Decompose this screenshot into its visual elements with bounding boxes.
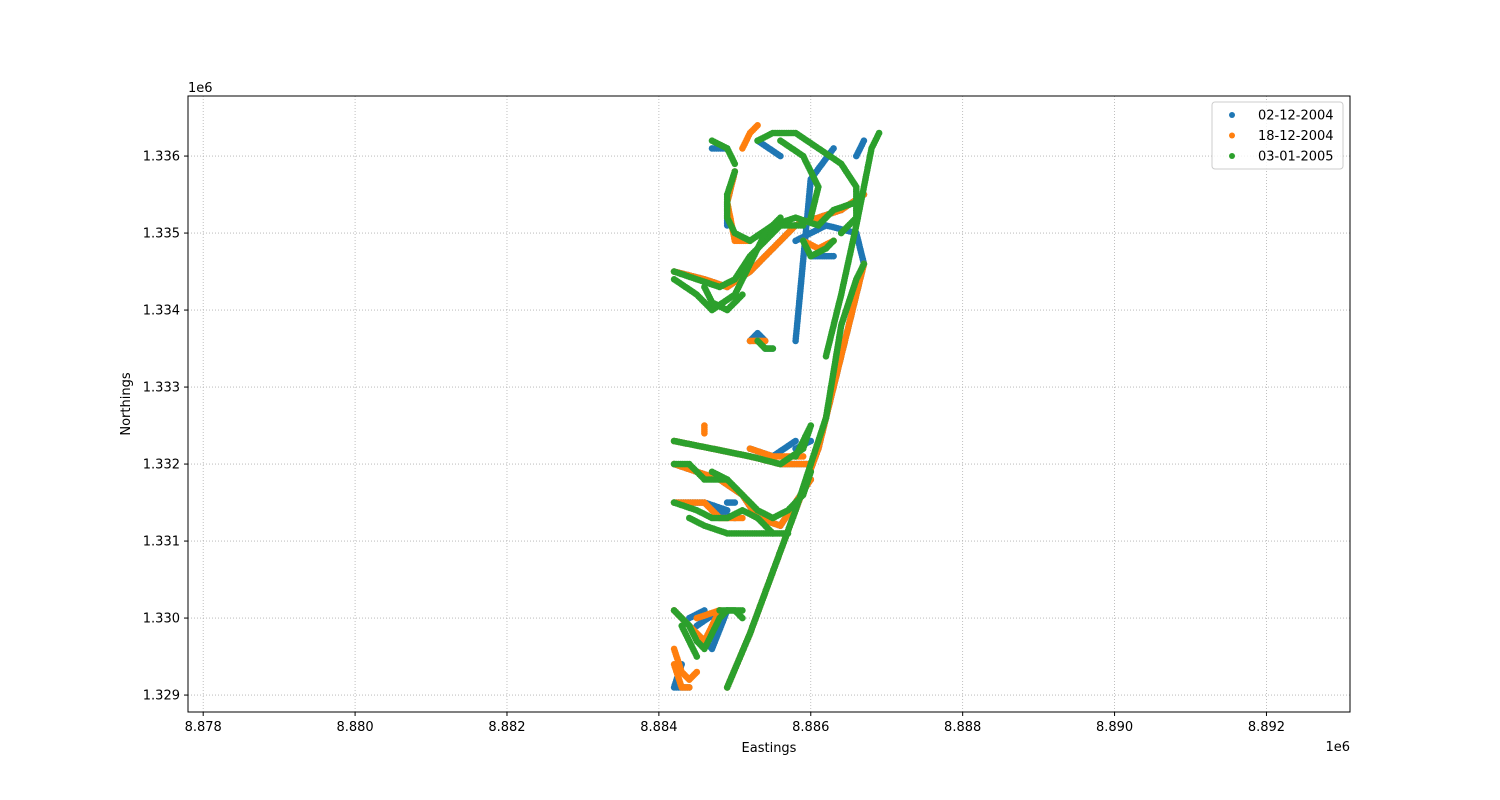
y-tick-label: 1.331 bbox=[143, 535, 180, 550]
data-point bbox=[731, 160, 739, 168]
legend-label: 03-01-2005 bbox=[1258, 150, 1334, 165]
data-point bbox=[701, 422, 708, 429]
data-point bbox=[792, 437, 799, 445]
data-point bbox=[830, 252, 837, 260]
y-axis-label: Northings bbox=[119, 372, 134, 435]
y-tick-label: 1.332 bbox=[143, 458, 180, 473]
x-offset-label: 1e6 bbox=[1325, 740, 1350, 755]
y-tick-label: 1.334 bbox=[143, 304, 180, 319]
data-point bbox=[769, 345, 777, 352]
legend-box bbox=[1211, 101, 1344, 170]
data-point bbox=[807, 468, 815, 476]
tick-layer: 8.878 8.880 8.882 8.884 8.886 8.888 8.890 8.892… bbox=[143, 150, 1285, 735]
legend-marker bbox=[1229, 112, 1235, 118]
plot-area-frame bbox=[187, 95, 1351, 713]
data-point bbox=[739, 614, 746, 622]
data-point bbox=[807, 214, 815, 221]
data-point bbox=[754, 122, 761, 129]
data-point bbox=[792, 453, 799, 460]
data-point bbox=[777, 152, 784, 160]
x-tick-label: 8.890 bbox=[1096, 720, 1133, 735]
data-point bbox=[799, 222, 807, 229]
series-03-01-2005 bbox=[670, 129, 883, 691]
data-point bbox=[693, 653, 701, 660]
x-tick-label: 8.884 bbox=[640, 720, 677, 735]
data-point bbox=[731, 499, 739, 506]
data-point bbox=[830, 145, 837, 152]
legend: 02-12-2004 18-12-2004 03-01-2005 bbox=[1211, 101, 1344, 170]
data-point bbox=[739, 291, 746, 299]
data-point bbox=[875, 129, 883, 137]
y-tick-label: 1.330 bbox=[143, 612, 180, 627]
data-point bbox=[860, 260, 868, 268]
x-tick-label: 8.892 bbox=[1248, 720, 1285, 735]
y-tick-label: 1.336 bbox=[143, 150, 180, 165]
x-tick-label: 8.882 bbox=[488, 720, 525, 735]
x-tick-label: 8.880 bbox=[336, 720, 373, 735]
data-point bbox=[799, 453, 807, 460]
data-point bbox=[777, 214, 784, 221]
data-point bbox=[860, 137, 868, 144]
legend-label: 18-12-2004 bbox=[1258, 129, 1334, 144]
data-point bbox=[739, 514, 746, 522]
data-point bbox=[686, 684, 693, 691]
x-axis-label: Eastings bbox=[742, 741, 797, 756]
x-tick-label: 8.878 bbox=[185, 720, 222, 735]
legend-marker bbox=[1229, 153, 1235, 159]
data-point bbox=[723, 476, 731, 483]
legend-label: 02-12-2004 bbox=[1258, 109, 1334, 124]
data-point bbox=[784, 530, 792, 537]
y-tick-label: 1.329 bbox=[143, 689, 180, 704]
y-offset-label: 1e6 bbox=[188, 81, 213, 96]
legend-marker bbox=[1229, 132, 1235, 139]
x-tick-label: 8.886 bbox=[792, 720, 829, 735]
data-point bbox=[693, 668, 701, 676]
x-tick-label: 8.888 bbox=[944, 720, 981, 735]
y-tick-label: 1.333 bbox=[143, 381, 180, 396]
data-point bbox=[769, 530, 777, 537]
data-layer bbox=[670, 122, 883, 691]
data-point bbox=[837, 229, 845, 237]
y-tick-label: 1.335 bbox=[143, 227, 180, 242]
data-point bbox=[830, 237, 837, 245]
data-point bbox=[792, 237, 799, 245]
